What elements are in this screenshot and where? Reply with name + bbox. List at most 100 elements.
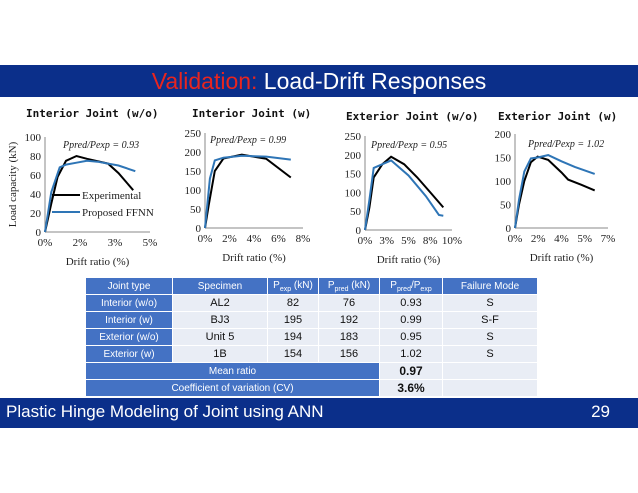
cell-specimen: 1B (172, 345, 268, 363)
chart-2-y-tick-label: 50 (190, 204, 202, 216)
charts-area: 0 20 40 60 80 100 0% 2% 3% 5% Drift ratio (%) Load … (7, 128, 616, 268)
results-table: Joint type Specimen Pexp (kN) Ppred (kN)… (85, 277, 538, 397)
cv-empty (442, 379, 538, 397)
header-failure-mode: Failure Mode (442, 277, 538, 295)
legend-label-ffnn: Proposed FFNN (82, 207, 154, 219)
cell-specimen: AL2 (172, 294, 268, 312)
footer-bar: Plastic Hinge Modeling of Joint using AN… (0, 398, 638, 428)
chart-3-x-tick-label: 0% (358, 235, 373, 247)
cell-failure-mode: S (442, 294, 538, 312)
chart-4-x-tick-label: 5% (577, 233, 592, 245)
chart-3-title: Exterior Joint (w/o) (346, 110, 479, 123)
chart-1-x-tick-label: 2% (73, 237, 88, 249)
chart-1-x-tick-label: 3% (108, 237, 123, 249)
chart-4-x-axis-label: Drift ratio (%) (530, 252, 594, 264)
chart-1-x-tick-label: 5% (143, 237, 158, 249)
cell-ppred: 192 (318, 311, 380, 329)
cell-failure-mode: S-F (442, 311, 538, 329)
header-ppred: Ppred (kN) (318, 277, 380, 295)
chart-1-y-tick-label: 60 (30, 170, 42, 182)
title-rest: Load-Drift Responses (257, 68, 487, 94)
mean-label: Mean ratio (85, 362, 380, 380)
legend-label-experimental: Experimental (82, 190, 141, 202)
chart-3-series-experimental (364, 155, 445, 231)
cell-pexp: 82 (267, 294, 319, 312)
table-row: Interior (w) BJ3 195 192 0.99 S-F (85, 311, 538, 329)
chart-2-y-tick-label: 100 (185, 185, 202, 197)
chart-1-y-tick-label: 20 (30, 208, 42, 220)
chart-4-x-tick-label: 7% (601, 233, 616, 245)
chart-1-annotation: Ppred/Pexp = 0.93 (62, 140, 139, 151)
header-joint-type: Joint type (85, 277, 173, 295)
cell-joint-type: Exterior (w/o) (85, 328, 173, 346)
chart-1-title: Interior Joint (w/o) (26, 107, 159, 120)
chart-2-x-tick-label: 4% (247, 233, 262, 245)
chart-2-x-tick-label: 6% (271, 233, 286, 245)
cell-joint-type: Interior (w) (85, 311, 173, 329)
chart-2-y-tick-label: 150 (185, 166, 202, 178)
cv-value: 3.6% (379, 379, 443, 397)
chart-2-title: Interior Joint (w) (192, 107, 312, 120)
chart-1-y-tick-label: 100 (25, 132, 42, 144)
cell-ratio: 0.99 (379, 311, 443, 329)
page-number: 29 (591, 402, 610, 421)
mean-empty (442, 362, 538, 380)
mean-row: Mean ratio 0.97 (85, 362, 538, 380)
chart-4-x-tick-label: 4% (554, 233, 569, 245)
chart-3-y-tick-label: 50 (350, 206, 362, 218)
chart-3-series-ffnn (364, 159, 444, 231)
chart-4-title: Exterior Joint (w) (498, 110, 618, 123)
table-row: Exterior (w/o) Unit 5 194 183 0.95 S (85, 328, 538, 346)
cell-failure-mode: S (442, 345, 538, 363)
cell-pexp: 154 (267, 345, 319, 363)
chart-3-x-tick-label: 5% (401, 235, 416, 247)
footer-text: Plastic Hinge Modeling of Joint using AN… (6, 402, 324, 421)
chart-3-x-tick-label: 8% (423, 235, 438, 247)
chart-1-series-ffnn (44, 159, 136, 233)
chart-1-y-axis-label: Load capacity (kN) (7, 141, 19, 227)
chart-2-x-axis-label: Drift ratio (%) (222, 252, 286, 264)
cell-specimen: BJ3 (172, 311, 268, 329)
cell-ppred: 156 (318, 345, 380, 363)
title-bar (0, 65, 638, 97)
cell-specimen: Unit 5 (172, 328, 268, 346)
chart-2-y-tick-label: 250 (185, 128, 202, 140)
chart-4-annotation: Ppred/Pexp = 1.02 (527, 139, 604, 150)
cell-joint-type: Interior (w/o) (85, 294, 173, 312)
cell-ratio: 1.02 (379, 345, 443, 363)
cell-joint-type: Exterior (w) (85, 345, 173, 363)
cell-failure-mode: S (442, 328, 538, 346)
chart-4-x-tick-label: 2% (531, 233, 546, 245)
chart-2-y-tick-label: 0 (196, 223, 202, 235)
cell-ppred: 76 (318, 294, 380, 312)
chart-2-x-tick-label: 8% (296, 233, 311, 245)
chart-1-x-axis-label: Drift ratio (%) (66, 256, 130, 268)
chart-4-series-ffnn (514, 154, 596, 229)
chart-3-x-axis-label: Drift ratio (%) (377, 254, 441, 266)
title-highlight: Validation: (151, 68, 258, 94)
chart-4-series-experimental (514, 155, 596, 229)
chart-3-y-tick-label: 100 (345, 187, 362, 199)
table-row: Exterior (w) 1B 154 156 1.02 S (85, 345, 538, 363)
chart-3-y-tick-label: 250 (345, 131, 362, 143)
chart-2-series-experimental (204, 153, 292, 229)
chart-3-y-tick-label: 150 (345, 169, 362, 181)
header-specimen: Specimen (172, 277, 268, 295)
chart-2-series-ffnn (204, 154, 291, 229)
chart-1-y-tick-label: 40 (30, 189, 42, 201)
chart-3-x-tick-label: 3% (379, 235, 394, 247)
chart-3-y-tick-label: 200 (345, 150, 362, 162)
chart-4-y-tick-label: 200 (495, 129, 512, 141)
chart-2-annotation: Ppred/Pexp = 0.99 (209, 135, 286, 146)
chart-1-y-tick-label: 0 (36, 227, 42, 239)
cell-ratio: 0.93 (379, 294, 443, 312)
chart-3-y-tick-label: 0 (356, 225, 362, 237)
chart-4-y-tick-label: 150 (495, 153, 512, 165)
chart-3-x-tick-label: 10% (442, 235, 462, 247)
chart-1-y-tick-label: 80 (30, 151, 42, 163)
header-ratio: Ppred/Pexp (379, 277, 443, 295)
chart-4-y-tick-label: 100 (495, 176, 512, 188)
cell-ratio: 0.95 (379, 328, 443, 346)
mean-value: 0.97 (379, 362, 443, 380)
cell-pexp: 195 (267, 311, 319, 329)
